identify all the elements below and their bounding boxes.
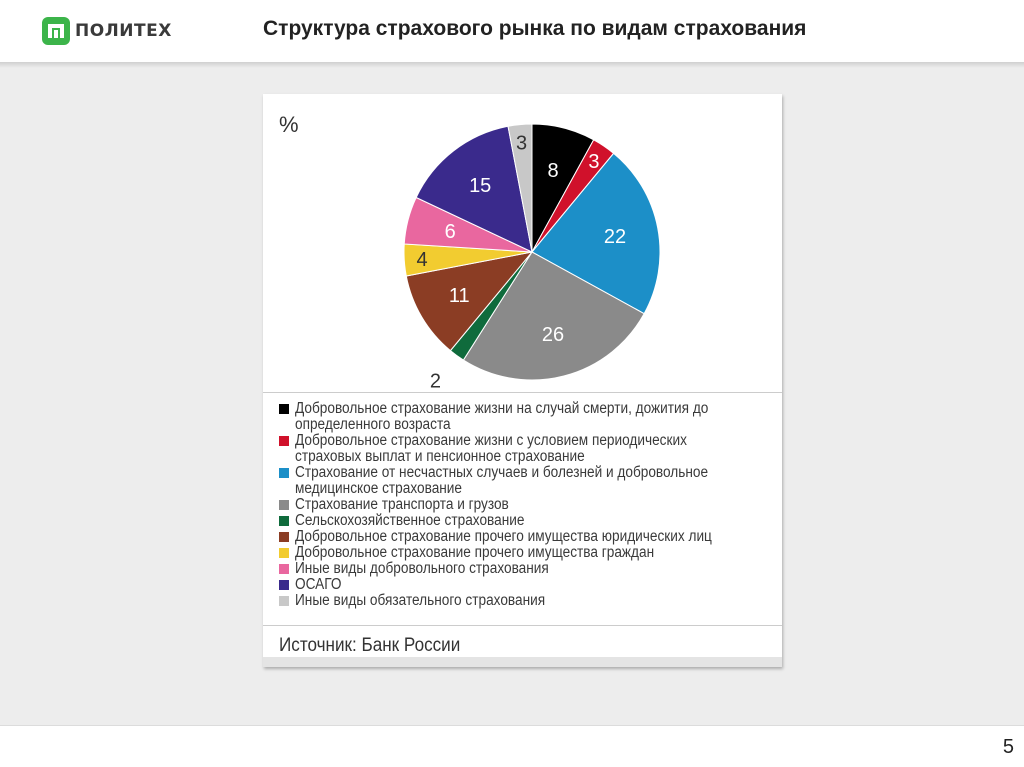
legend-divider [263, 392, 782, 393]
legend-item: ОСАГО [279, 577, 779, 593]
page-number: 5 [1002, 736, 1014, 758]
chart-card: % 8 3 22 26 2 11 4 6 15 3 Добровольное страхование… [263, 94, 782, 667]
legend-label: Добровольное страхование жизни на случай… [295, 400, 709, 433]
legend-label: Страхование транспорта и грузов [295, 496, 509, 513]
pie-slice-value-label: 26 [542, 324, 564, 346]
legend-label: Сельскохозяйственное страхование [295, 512, 525, 529]
legend-label: Добровольное страхование прочего имущест… [295, 544, 655, 561]
legend-item: Иные виды обязательного страхования [279, 593, 779, 609]
pie-slice-9 [415, 125, 533, 253]
legend-swatch [279, 596, 289, 606]
legend-item: Страхование транспорта и грузов [279, 497, 779, 513]
politech-logo-icon [42, 17, 70, 45]
legend-swatch [279, 564, 289, 574]
pie-slice-3 [531, 152, 661, 315]
legend-swatch [279, 468, 289, 478]
legend-swatch [279, 532, 289, 542]
legend-swatch [279, 548, 289, 558]
pie-slice-value-label: 3 [588, 151, 599, 173]
pie-slice-4 [462, 251, 645, 381]
header-divider [0, 62, 1024, 68]
chart-source: Источник: Банк России [279, 635, 461, 656]
legend-swatch [279, 516, 289, 526]
pie-slice-value-label: 22 [604, 226, 626, 248]
pie-slice-value-label: 6 [445, 221, 456, 243]
pie-slice-value-label: 15 [469, 175, 491, 197]
legend-item: Сельскохозяйственное страхование [279, 513, 779, 529]
chart-unit-label: % [279, 112, 299, 137]
legend-label: Страхование от несчастных случаев и боле… [295, 464, 709, 497]
legend-swatch [279, 500, 289, 510]
legend-swatch [279, 436, 289, 446]
slide-title: Структура страхового рынка по видам стра… [263, 17, 807, 40]
pie-slice-value-label: 2 [430, 371, 441, 393]
pie-slice-value-label: 11 [449, 285, 470, 307]
legend-item: Иные виды добровольного страхования [279, 561, 779, 577]
legend-item: Добровольное страхование жизни с условие… [279, 433, 779, 465]
legend-swatch [279, 404, 289, 414]
legend-label: Иные виды добровольного страхования [295, 560, 549, 577]
source-divider [263, 625, 782, 626]
legend-label: ОСАГО [295, 576, 342, 593]
pie-slice-value-label: 8 [547, 160, 558, 182]
logo-text: ПОЛИТЕХ [75, 21, 172, 41]
slide-footer: 5 [0, 725, 1024, 767]
legend-item: Добровольное страхование прочего имущест… [279, 545, 779, 561]
logo: ПОЛИТЕХ [42, 16, 172, 46]
pie-slice-value-label: 4 [417, 249, 428, 271]
card-bottom-strip [263, 657, 782, 667]
pie-slice-10 [507, 123, 533, 253]
legend-label: Иные виды обязательного страхования [295, 592, 546, 609]
legend-label: Добровольное страхование прочего имущест… [295, 528, 712, 545]
pie-slice-value-label: 3 [516, 132, 527, 154]
legend-label: Добровольное страхование жизни с условие… [295, 432, 687, 465]
slide-header: ПОЛИТЕХ Структура страхового рынка по ви… [0, 0, 1024, 62]
pie-slice-6 [405, 251, 534, 352]
legend-swatch [279, 580, 289, 590]
legend-item: Добровольное страхование прочего имущест… [279, 529, 779, 545]
legend-item: Страхование от несчастных случаев и боле… [279, 465, 779, 497]
chart-legend: Добровольное страхование жизни на случай… [279, 401, 779, 609]
legend-item: Добровольное страхование жизни на случай… [279, 401, 779, 433]
